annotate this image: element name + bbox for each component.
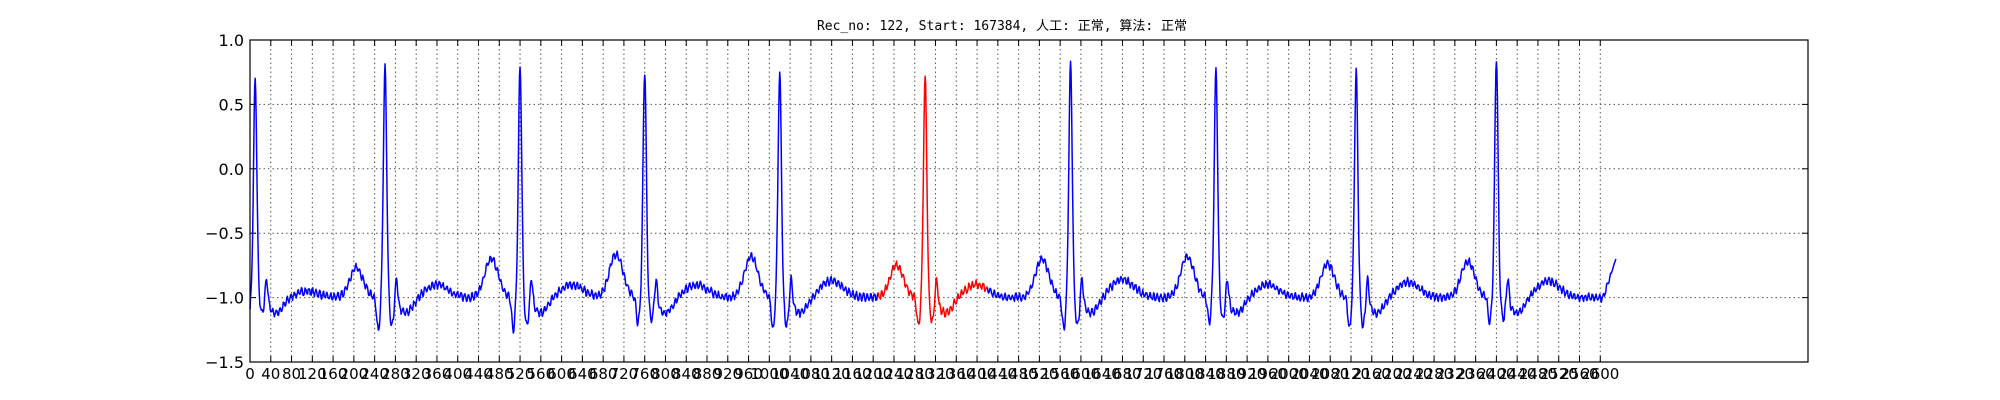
y-tick-label: −1.0 [205,289,244,308]
x-tick-label: 0 [245,365,255,383]
grid [250,40,1808,362]
y-tick-label: −0.5 [205,224,244,243]
y-axis: 1.0 0.5 0.0 −0.5 −1.0 −1.5 [205,31,1808,372]
x-tick-label: 40 [261,365,280,383]
x-tick-label: 2600 [1581,365,1619,383]
y-tick-label: 1.0 [219,31,244,50]
y-tick-label: 0.5 [219,95,244,114]
chart-title: Rec_no: 122, Start: 167384, 人工: 正常, 算法: … [817,19,1187,34]
y-tick-label: −1.5 [205,353,244,372]
axes-frame [250,40,1808,362]
y-tick-label: 0.0 [219,160,244,179]
ecg-trace-segment-2 [878,76,987,324]
ecg-trace-segment-1 [250,64,878,333]
ecg-trace-segment-3 [987,61,1615,330]
plot-area [250,61,1616,333]
